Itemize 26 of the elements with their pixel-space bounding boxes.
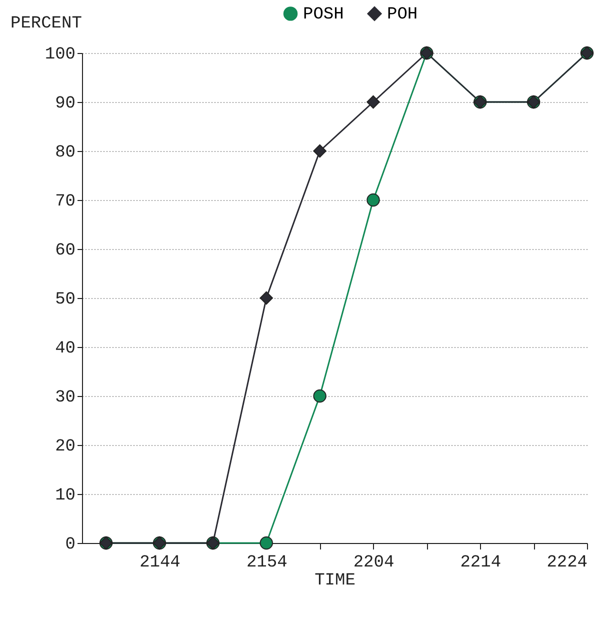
point xyxy=(260,536,273,550)
point xyxy=(313,144,326,158)
x-tick-label: 2204 xyxy=(353,554,394,572)
point xyxy=(366,193,380,207)
point xyxy=(313,389,326,403)
legend-label: POSH xyxy=(303,6,344,25)
y-tick-label: 80 xyxy=(55,144,76,162)
y-axis-title: PERCENT xyxy=(10,14,82,34)
y-tick-label: 20 xyxy=(55,438,76,456)
y-tick-label: 0 xyxy=(65,536,76,554)
y-tick-label: 40 xyxy=(55,340,76,358)
y-tick-label: 50 xyxy=(55,290,76,310)
y-tick-label: 90 xyxy=(55,94,76,114)
y-tick-label: 30 xyxy=(55,388,76,408)
x-tick-label: 2154 xyxy=(246,554,288,572)
y-tick-label: 100 xyxy=(44,46,76,64)
y-tick-label: 10 xyxy=(55,486,76,506)
x-axis-title: TIME xyxy=(314,572,356,590)
x-tick-label: 2214 xyxy=(460,554,502,572)
y-tick-label: 70 xyxy=(55,192,76,212)
legend-label: POH xyxy=(387,6,418,25)
x-tick-label: 2224 xyxy=(546,554,588,572)
point xyxy=(260,291,273,305)
y-tick-label: 60 xyxy=(55,242,76,260)
x-tick-label: 2144 xyxy=(140,554,180,572)
point xyxy=(366,95,380,109)
